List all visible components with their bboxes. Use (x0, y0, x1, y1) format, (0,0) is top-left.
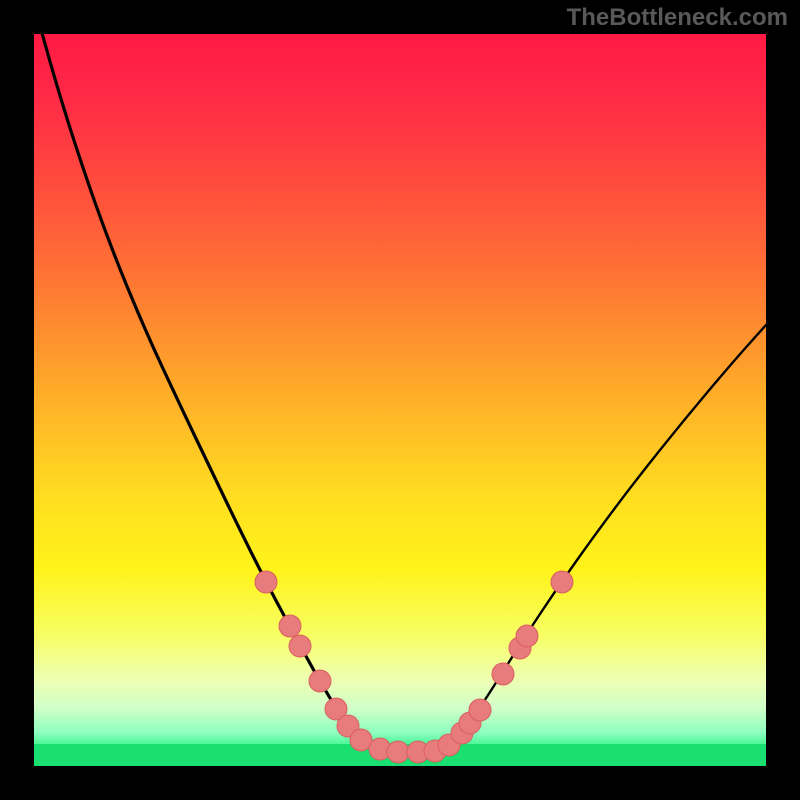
data-marker (551, 571, 573, 593)
data-marker (387, 741, 409, 763)
data-marker (492, 663, 514, 685)
chart-frame: TheBottleneck.com (0, 0, 800, 800)
data-marker (469, 699, 491, 721)
watermark-text: TheBottleneck.com (567, 4, 788, 32)
data-marker (309, 670, 331, 692)
bottleneck-chart (0, 0, 800, 800)
data-marker (255, 571, 277, 593)
gradient-background (34, 34, 766, 766)
data-marker (289, 635, 311, 657)
data-marker (279, 615, 301, 637)
data-marker (516, 625, 538, 647)
